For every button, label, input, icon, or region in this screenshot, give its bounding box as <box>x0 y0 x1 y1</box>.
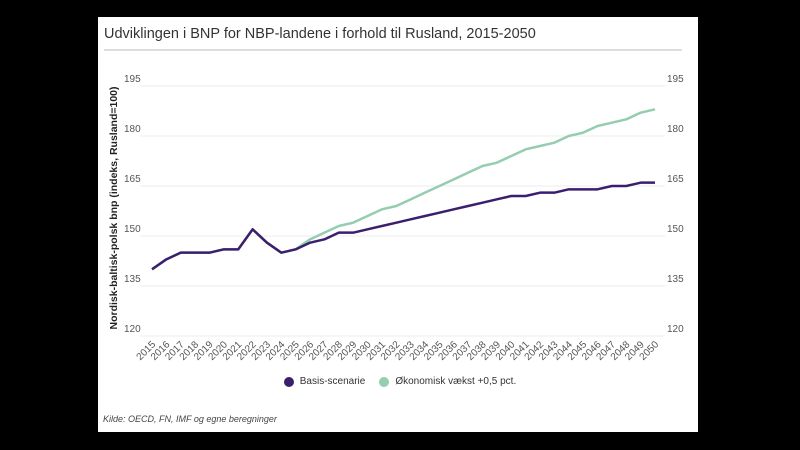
y-tick-label-left: 180 <box>124 124 141 135</box>
source-note: Kilde: OECD, FN, IMF og egne beregninger <box>103 414 277 424</box>
y-tick-label-right: 150 <box>667 224 684 235</box>
y-tick-label-left: 150 <box>124 224 141 235</box>
title-divider <box>104 49 682 51</box>
chart-title: Udviklingen i BNP for NBP-landene i forh… <box>104 26 536 42</box>
y-tick-label-left: 120 <box>124 324 141 335</box>
y-tick-label-left: 165 <box>124 174 141 185</box>
y-tick-label-right: 120 <box>667 324 684 335</box>
legend-item-basis[interactable]: Basis-scenarie <box>283 376 366 387</box>
y-axis-label: Nordisk-baltisk-polsk bnp (indeks, Rusla… <box>108 86 120 329</box>
legend-label: Økonomisk vækst +0,5 pct. <box>395 376 517 387</box>
y-tick-label-right: 195 <box>667 74 684 85</box>
legend-item-vaekst[interactable]: Økonomisk vækst +0,5 pct. <box>379 376 516 387</box>
y-tick-label-left: 195 <box>124 74 141 85</box>
legend-marker <box>283 376 294 387</box>
legend-marker <box>379 376 390 387</box>
y-tick-label-right: 135 <box>667 274 684 285</box>
legend: Basis-scenarie Økonomisk vækst +0,5 pct. <box>0 376 800 387</box>
y-tick-label-left: 135 <box>124 274 141 285</box>
y-tick-label-right: 180 <box>667 124 684 135</box>
y-tick-label-right: 165 <box>667 174 684 185</box>
series-line-basis <box>151 181 655 271</box>
legend-label: Basis-scenarie <box>299 376 366 387</box>
